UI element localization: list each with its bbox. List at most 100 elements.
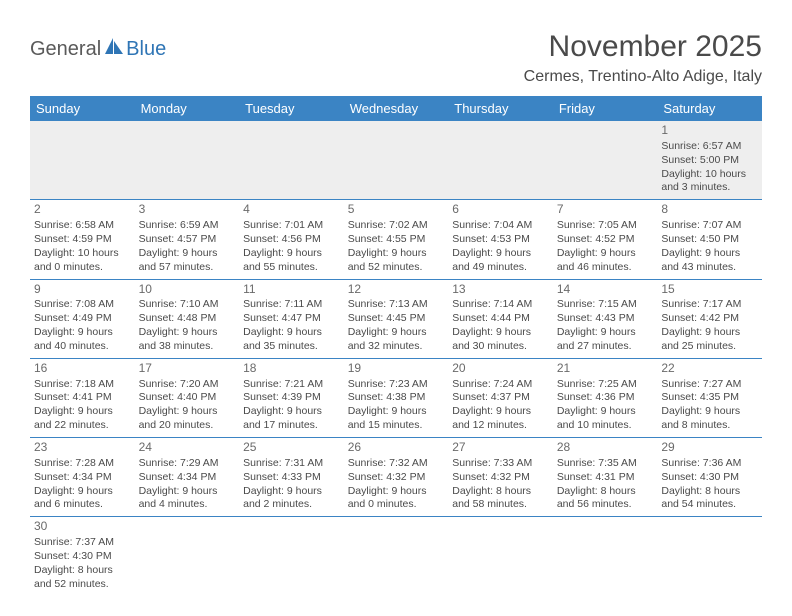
sail-icon — [103, 36, 125, 62]
day-number: 21 — [557, 361, 654, 377]
daylight-text: and 55 minutes. — [243, 261, 340, 275]
sunrise-text: Sunrise: 7:31 AM — [243, 457, 340, 471]
sunset-text: Sunset: 4:32 PM — [348, 471, 445, 485]
daylight-text: Daylight: 9 hours — [34, 326, 131, 340]
sunrise-text: Sunrise: 7:13 AM — [348, 298, 445, 312]
day-header: Wednesday — [344, 96, 449, 121]
calendar-cell: 14Sunrise: 7:15 AMSunset: 4:43 PMDayligh… — [553, 279, 658, 358]
daylight-text: and 17 minutes. — [243, 419, 340, 433]
daylight-text: Daylight: 9 hours — [452, 326, 549, 340]
daylight-text: and 58 minutes. — [452, 498, 549, 512]
daylight-text: and 3 minutes. — [661, 181, 758, 195]
sunset-text: Sunset: 5:00 PM — [661, 154, 758, 168]
daylight-text: and 54 minutes. — [661, 498, 758, 512]
sunrise-text: Sunrise: 7:05 AM — [557, 219, 654, 233]
logo-text-general: General — [30, 38, 101, 61]
daylight-text: Daylight: 9 hours — [348, 247, 445, 261]
daylight-text: Daylight: 9 hours — [34, 485, 131, 499]
daylight-text: and 20 minutes. — [139, 419, 236, 433]
day-number: 4 — [243, 202, 340, 218]
sunset-text: Sunset: 4:33 PM — [243, 471, 340, 485]
daylight-text: Daylight: 9 hours — [243, 405, 340, 419]
sunrise-text: Sunrise: 7:11 AM — [243, 298, 340, 312]
sunset-text: Sunset: 4:30 PM — [661, 471, 758, 485]
day-number: 13 — [452, 282, 549, 298]
day-number: 15 — [661, 282, 758, 298]
daylight-text: Daylight: 9 hours — [139, 247, 236, 261]
calendar-cell: 9Sunrise: 7:08 AMSunset: 4:49 PMDaylight… — [30, 279, 135, 358]
sunrise-text: Sunrise: 7:02 AM — [348, 219, 445, 233]
daylight-text: and 35 minutes. — [243, 340, 340, 354]
daylight-text: and 49 minutes. — [452, 261, 549, 275]
logo-text-blue: Blue — [126, 38, 166, 61]
calendar-cell: 6Sunrise: 7:04 AMSunset: 4:53 PMDaylight… — [448, 200, 553, 279]
sunset-text: Sunset: 4:44 PM — [452, 312, 549, 326]
daylight-text: and 57 minutes. — [139, 261, 236, 275]
sunset-text: Sunset: 4:34 PM — [139, 471, 236, 485]
day-number: 23 — [34, 440, 131, 456]
daylight-text: Daylight: 8 hours — [661, 485, 758, 499]
daylight-text: and 32 minutes. — [348, 340, 445, 354]
calendar-cell — [135, 121, 240, 200]
sunset-text: Sunset: 4:42 PM — [661, 312, 758, 326]
calendar-cell: 1Sunrise: 6:57 AMSunset: 5:00 PMDaylight… — [657, 121, 762, 200]
calendar-cell — [448, 121, 553, 200]
sunset-text: Sunset: 4:48 PM — [139, 312, 236, 326]
daylight-text: Daylight: 10 hours — [34, 247, 131, 261]
sunrise-text: Sunrise: 7:36 AM — [661, 457, 758, 471]
daylight-text: Daylight: 9 hours — [348, 405, 445, 419]
calendar-cell: 18Sunrise: 7:21 AMSunset: 4:39 PMDayligh… — [239, 358, 344, 437]
daylight-text: Daylight: 10 hours — [661, 168, 758, 182]
day-number: 19 — [348, 361, 445, 377]
calendar-row: 16Sunrise: 7:18 AMSunset: 4:41 PMDayligh… — [30, 358, 762, 437]
calendar-cell: 25Sunrise: 7:31 AMSunset: 4:33 PMDayligh… — [239, 438, 344, 517]
calendar-row: 30Sunrise: 7:37 AMSunset: 4:30 PMDayligh… — [30, 517, 762, 596]
sunset-text: Sunset: 4:57 PM — [139, 233, 236, 247]
sunrise-text: Sunrise: 7:17 AM — [661, 298, 758, 312]
daylight-text: Daylight: 8 hours — [34, 564, 131, 578]
daylight-text: and 8 minutes. — [661, 419, 758, 433]
calendar-cell — [448, 517, 553, 596]
daylight-text: Daylight: 9 hours — [452, 247, 549, 261]
sunrise-text: Sunrise: 7:08 AM — [34, 298, 131, 312]
sunrise-text: Sunrise: 7:27 AM — [661, 378, 758, 392]
sunset-text: Sunset: 4:43 PM — [557, 312, 654, 326]
day-number: 18 — [243, 361, 340, 377]
sunrise-text: Sunrise: 7:25 AM — [557, 378, 654, 392]
sunrise-text: Sunrise: 7:15 AM — [557, 298, 654, 312]
calendar-cell: 11Sunrise: 7:11 AMSunset: 4:47 PMDayligh… — [239, 279, 344, 358]
calendar-cell — [30, 121, 135, 200]
day-number: 10 — [139, 282, 236, 298]
daylight-text: and 52 minutes. — [348, 261, 445, 275]
daylight-text: Daylight: 9 hours — [139, 326, 236, 340]
day-number: 8 — [661, 202, 758, 218]
calendar-cell: 27Sunrise: 7:33 AMSunset: 4:32 PMDayligh… — [448, 438, 553, 517]
sunrise-text: Sunrise: 7:20 AM — [139, 378, 236, 392]
sunrise-text: Sunrise: 7:32 AM — [348, 457, 445, 471]
day-number: 20 — [452, 361, 549, 377]
calendar-cell: 15Sunrise: 7:17 AMSunset: 4:42 PMDayligh… — [657, 279, 762, 358]
daylight-text: and 52 minutes. — [34, 578, 131, 592]
sunset-text: Sunset: 4:31 PM — [557, 471, 654, 485]
sunrise-text: Sunrise: 7:01 AM — [243, 219, 340, 233]
sunset-text: Sunset: 4:53 PM — [452, 233, 549, 247]
day-header: Tuesday — [239, 96, 344, 121]
daylight-text: and 15 minutes. — [348, 419, 445, 433]
day-number: 6 — [452, 202, 549, 218]
calendar-cell: 8Sunrise: 7:07 AMSunset: 4:50 PMDaylight… — [657, 200, 762, 279]
calendar-cell: 26Sunrise: 7:32 AMSunset: 4:32 PMDayligh… — [344, 438, 449, 517]
calendar-cell — [553, 121, 658, 200]
daylight-text: and 2 minutes. — [243, 498, 340, 512]
sunset-text: Sunset: 4:39 PM — [243, 391, 340, 405]
sunrise-text: Sunrise: 7:29 AM — [139, 457, 236, 471]
day-number: 22 — [661, 361, 758, 377]
daylight-text: Daylight: 9 hours — [243, 247, 340, 261]
daylight-text: and 10 minutes. — [557, 419, 654, 433]
sunrise-text: Sunrise: 7:04 AM — [452, 219, 549, 233]
sunrise-text: Sunrise: 6:59 AM — [139, 219, 236, 233]
calendar-cell: 21Sunrise: 7:25 AMSunset: 4:36 PMDayligh… — [553, 358, 658, 437]
day-number: 29 — [661, 440, 758, 456]
day-number: 16 — [34, 361, 131, 377]
sunrise-text: Sunrise: 7:23 AM — [348, 378, 445, 392]
daylight-text: Daylight: 9 hours — [452, 405, 549, 419]
